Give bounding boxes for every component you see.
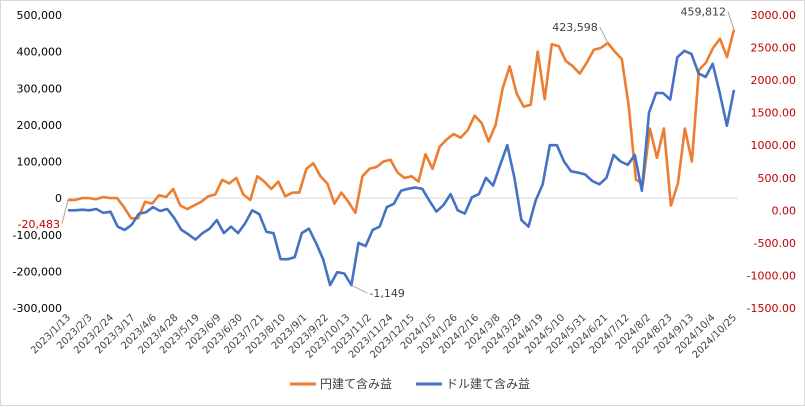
y-left-tick-label: 0: [55, 192, 62, 205]
y-left-tick-label: 500,000: [17, 9, 63, 22]
y-right-tick-label: 1000.00: [751, 139, 797, 152]
annotation-yen-min-leader: [61, 199, 69, 225]
y-left-tick-label: 100,000: [17, 156, 63, 169]
annotation-yen-peak: 423,598: [552, 21, 598, 34]
y-left-tick-label: -200,000: [13, 265, 62, 278]
series-line-usd: [68, 49, 736, 287]
legend: 円建て含み益 ドル建て含み益: [290, 376, 530, 391]
y-right-tick-label: 1500.00: [751, 107, 797, 120]
annotation-yen-last-leader: [727, 11, 735, 30]
y-left-tick-label: -300,000: [13, 302, 62, 315]
y-right-tick-label: 2000.00: [751, 74, 797, 87]
y-right-tick-label: 0.00: [772, 204, 797, 217]
y-left-tick-label: 300,000: [17, 82, 63, 95]
y-right-tick-label: 500.00: [758, 172, 797, 185]
legend-label-usd: ドル建て含み益: [446, 376, 530, 391]
annotation-yen-last: 459,812: [681, 6, 727, 19]
annotation-usd-min-leader: [351, 284, 368, 294]
legend-label-yen: 円建て含み益: [320, 376, 392, 391]
series-line-yen: [68, 29, 736, 220]
y-left-tick-label: -100,000: [13, 229, 62, 242]
y-right-tick-label: -500.00: [754, 237, 796, 250]
annotation-yen-min: -20,483: [18, 218, 60, 231]
annotation-yen-peak-leader: [599, 26, 609, 44]
y-left-tick-label: 200,000: [17, 119, 63, 132]
y-right-tick-label: -1000.00: [747, 269, 796, 282]
y-left-tick-label: 400,000: [17, 46, 63, 59]
annotation-usd-min: -1,149: [369, 287, 404, 300]
y-right-tick-label: 2500.00: [751, 42, 797, 55]
y-right-tick-label: 3000.00: [751, 9, 797, 22]
y-right-tick-label: -1500.00: [747, 302, 796, 315]
